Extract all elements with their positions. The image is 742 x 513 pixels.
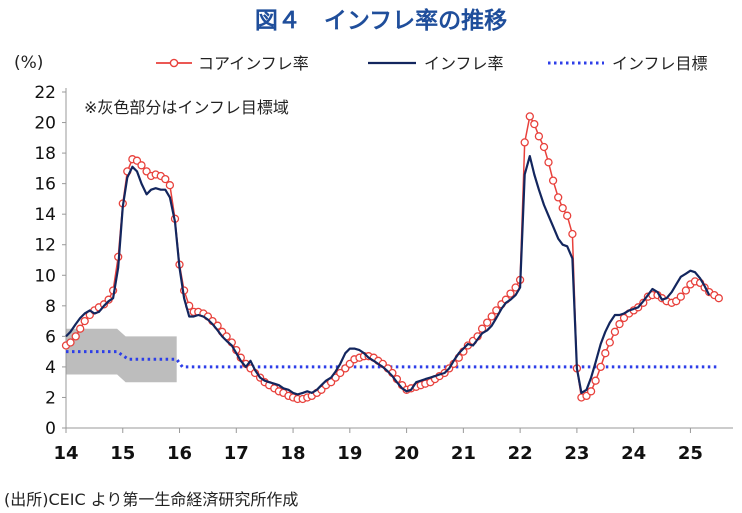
- core-series-point: [601, 349, 610, 358]
- core-series-point: [548, 176, 558, 185]
- x-tick-label: 19: [337, 443, 362, 464]
- y-tick-label: 10: [34, 266, 56, 286]
- core-series-point: [610, 327, 620, 336]
- x-tick-label: 22: [508, 443, 533, 464]
- y-tick-label: 6: [45, 327, 56, 347]
- legend-headline-label: インフレ率: [424, 54, 504, 73]
- y-tick-label: 0: [45, 419, 56, 439]
- core-series-point: [336, 368, 345, 378]
- core-series-point: [487, 312, 496, 321]
- core-series-point: [520, 138, 529, 147]
- core-series-point: [605, 338, 614, 347]
- target-series-line: [66, 350, 719, 369]
- y-tick-label: 18: [34, 144, 56, 164]
- core-series-point: [591, 376, 600, 385]
- core-series-point: [558, 203, 567, 213]
- core-series-point: [714, 294, 723, 303]
- y-tick-label: 16: [34, 175, 56, 195]
- core-series-point: [596, 362, 605, 372]
- core-series-point: [554, 193, 563, 202]
- legend-core-swatch-marker: [169, 58, 179, 68]
- core-series-point: [76, 324, 85, 333]
- source-note: (出所)CEIC より第一生命経済研究所作成: [4, 490, 298, 509]
- legend-item-headline: インフレ率: [368, 54, 504, 73]
- y-tick-label: 2: [45, 388, 56, 408]
- y-tick-label: 12: [34, 236, 56, 256]
- headline-series-line: [65, 155, 711, 396]
- core-series-point: [563, 211, 572, 220]
- core-series-point: [71, 332, 80, 341]
- y-tick-label: 8: [45, 297, 56, 317]
- x-tick-label: 14: [53, 443, 78, 464]
- x-tick-label: 23: [564, 443, 589, 464]
- core-series-point: [66, 338, 75, 347]
- chart-title: 図４ インフレ率の推移: [255, 7, 507, 34]
- x-tick-label: 18: [281, 443, 306, 464]
- core-series-point: [615, 319, 624, 329]
- x-tick-label: 21: [451, 443, 476, 464]
- core-series-point: [539, 142, 549, 152]
- x-tick-label: 24: [621, 443, 646, 464]
- core-series-point: [161, 174, 170, 184]
- y-unit-label: (%): [14, 53, 43, 73]
- x-tick-label: 15: [110, 443, 135, 464]
- core-series-point: [534, 132, 544, 141]
- core-series-point: [165, 181, 175, 190]
- x-tick-label: 17: [224, 443, 249, 464]
- core-series-point: [676, 292, 685, 301]
- core-series-point: [530, 119, 539, 129]
- core-series-point: [137, 161, 146, 170]
- core-series-point: [80, 316, 89, 326]
- core-series-point: [544, 158, 553, 167]
- core-series-point: [568, 229, 577, 239]
- x-tick-label: 25: [678, 443, 703, 464]
- core-series-point: [483, 318, 492, 327]
- core-series-point: [506, 289, 515, 298]
- target-band-annotation: ※灰色部分はインフレ目標域: [84, 98, 289, 117]
- y-tick-label: 14: [34, 205, 56, 225]
- y-tick-label: 4: [45, 358, 56, 378]
- legend: コアインフレ率 インフレ率 インフレ目標: [156, 54, 708, 73]
- legend-target-label: インフレ目標: [612, 54, 708, 73]
- y-tick-label: 20: [34, 114, 56, 134]
- target-band: [66, 328, 177, 383]
- legend-item-target: インフレ目標: [548, 54, 708, 73]
- x-tick-label: 16: [167, 443, 192, 464]
- legend-item-core: コアインフレ率: [156, 54, 309, 73]
- core-series-point: [681, 286, 691, 295]
- core-series-point: [586, 387, 596, 396]
- x-tick-label: 20: [394, 443, 419, 464]
- y-tick-label: 22: [34, 83, 56, 103]
- legend-core-label: コアインフレ率: [198, 54, 309, 73]
- core-series-point: [525, 112, 534, 121]
